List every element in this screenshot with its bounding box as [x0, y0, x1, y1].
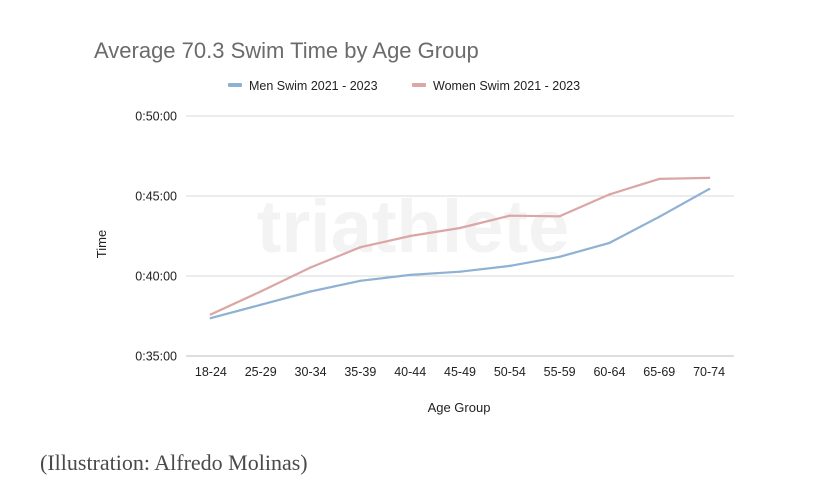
data-point [209, 313, 213, 316]
x-axis-label: Age Group [428, 400, 491, 415]
legend-label: Women Swim 2021 - 2023 [433, 79, 580, 93]
data-point [658, 177, 661, 181]
x-tick-label: 65-69 [643, 365, 675, 379]
y-tick-label: 0:45:00 [135, 190, 177, 204]
line-chart: Average 70.3 Swim Time by Age Group Men … [94, 38, 734, 415]
x-tick-label: 45-49 [444, 365, 476, 379]
data-point [508, 214, 512, 217]
chart-canvas: Average 70.3 Swim Time by Age Group Men … [94, 38, 734, 415]
data-point [707, 176, 711, 180]
series-lines [209, 176, 711, 320]
data-point [558, 255, 561, 258]
x-tick-label: 55-59 [544, 365, 576, 379]
data-point [558, 215, 561, 218]
y-tick-label: 0:35:00 [135, 350, 177, 364]
chart-watermark: triathlete [257, 185, 570, 268]
x-tick-label: 35-39 [344, 365, 376, 379]
data-point [458, 270, 462, 273]
legend-swatch [228, 83, 242, 87]
data-point [259, 303, 262, 306]
x-tick-label: 18-24 [195, 365, 227, 379]
data-point [458, 226, 462, 230]
x-axis-ticks: 18-24 25-29 30-34 35-39 40-44 45-49 50-54 55-59… [195, 365, 725, 379]
legend: Men Swim 2021 - 2023 Women Swim 2021 - 20… [228, 79, 580, 93]
data-point [608, 193, 611, 196]
y-tick-label: 0:40:00 [135, 270, 177, 284]
data-point [707, 187, 711, 191]
data-point [658, 215, 661, 218]
legend-swatch [412, 83, 426, 87]
data-point [508, 264, 512, 268]
x-tick-label: 30-34 [295, 365, 327, 379]
x-tick-label: 50-54 [494, 365, 526, 379]
data-point [359, 279, 362, 282]
image-caption: (Illustration: Alfredo Molinas) [40, 450, 308, 475]
x-tick-label: 60-64 [593, 365, 625, 379]
data-point [309, 290, 312, 293]
y-axis-label: Time [94, 230, 109, 258]
data-point [408, 273, 412, 277]
y-tick-label: 0:50:00 [135, 110, 177, 124]
x-tick-label: 25-29 [245, 365, 277, 379]
data-point [608, 241, 611, 245]
y-axis-ticks: 0:35:00 0:40:00 0:45:00 0:50:00 [135, 110, 177, 364]
x-tick-label: 40-44 [394, 365, 426, 379]
data-point [309, 266, 312, 269]
x-tick-label: 70-74 [693, 365, 725, 379]
data-point [259, 290, 262, 293]
data-point [359, 246, 362, 249]
data-point [209, 316, 213, 320]
legend-label: Men Swim 2021 - 2023 [249, 79, 378, 93]
chart-title: Average 70.3 Swim Time by Age Group [94, 38, 479, 63]
data-point [408, 234, 412, 238]
grid-lines [186, 115, 734, 357]
